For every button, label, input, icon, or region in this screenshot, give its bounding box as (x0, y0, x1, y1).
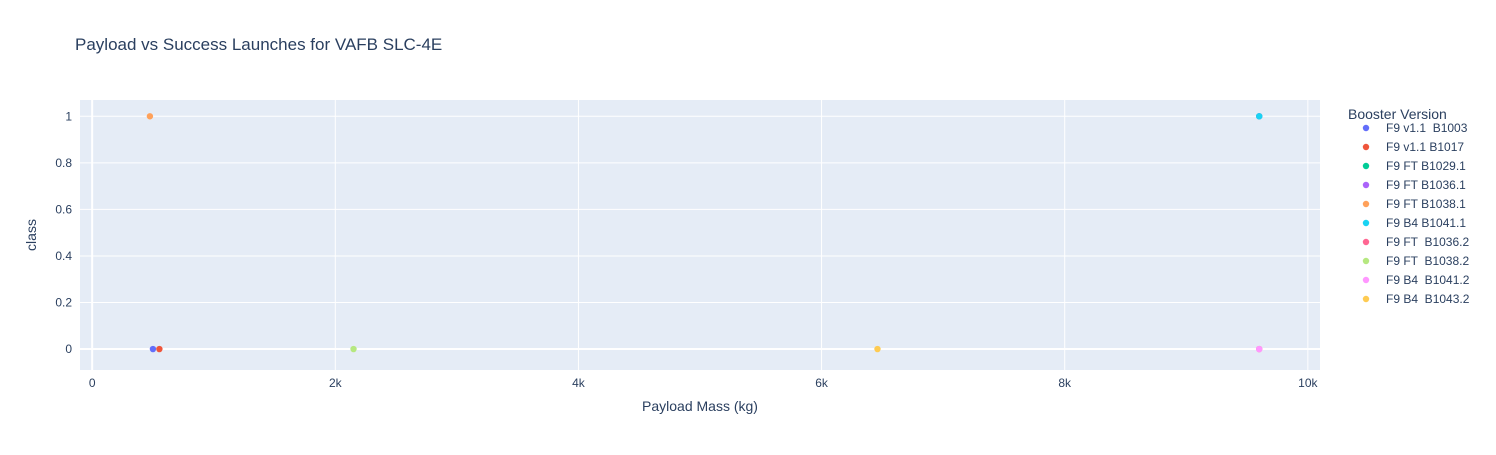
legend-item[interactable]: F9 v1.1 B1003 (1362, 121, 1468, 135)
legend-label: F9 B4 B1041.2 (1386, 273, 1470, 287)
legend-marker (1362, 181, 1370, 189)
data-point[interactable] (1256, 113, 1263, 120)
legend-item[interactable]: F9 B4 B1041.2 (1362, 273, 1470, 287)
y-axis-title: class (23, 219, 39, 251)
data-point[interactable] (149, 345, 157, 353)
y-tick-label: 0.4 (55, 249, 72, 263)
data-point[interactable] (146, 113, 154, 120)
data-point[interactable] (1256, 345, 1263, 353)
y-tick-label: 1 (65, 109, 72, 123)
legend-item[interactable]: F9 FT B1036.2 (1362, 235, 1470, 249)
x-tick-label: 10k (1298, 376, 1318, 390)
data-point[interactable] (350, 345, 357, 353)
legend-item[interactable]: F9 B4 B1041.1 (1362, 216, 1467, 230)
legend-marker (1362, 276, 1370, 284)
legend-label: F9 FT B1038.2 (1386, 254, 1469, 268)
legend-label: F9 FT B1029.1 (1386, 159, 1466, 173)
x-tick-label: 0 (89, 376, 96, 390)
legend-label: F9 v1.1 B1003 (1386, 121, 1468, 135)
legend-item[interactable]: F9 FT B1036.1 (1362, 178, 1466, 192)
legend-item[interactable]: F9 B4 B1043.2 (1362, 292, 1470, 306)
legend-item[interactable]: F9 FT B1038.2 (1362, 254, 1470, 268)
y-tick-label: 0.2 (55, 296, 72, 310)
x-axis-ticks: 0 2k 4k 6k 8k 10k (89, 376, 1319, 390)
y-axis-ticks: 0 0.2 0.4 0.6 0.8 1 (55, 109, 72, 356)
data-point[interactable] (156, 345, 163, 353)
legend-label: F9 FT B1036.2 (1386, 235, 1469, 249)
x-tick-label: 8k (1058, 376, 1072, 390)
legend-item[interactable]: F9 v1.1 B1017 (1362, 140, 1465, 154)
legend-label: F9 v1.1 B1017 (1386, 140, 1464, 154)
legend-marker (1362, 295, 1370, 303)
y-tick-label: 0 (65, 342, 72, 356)
plot-area (80, 100, 1320, 370)
data-points (146, 113, 1263, 353)
legend-marker (1362, 219, 1370, 227)
y-tick-label: 0.8 (55, 156, 72, 170)
x-tick-label: 6k (815, 376, 829, 390)
legend-marker (1362, 143, 1370, 151)
legend-item[interactable]: F9 FT B1029.1 (1362, 159, 1466, 173)
chart-title: Payload vs Success Launches for VAFB SLC… (75, 35, 442, 54)
data-point[interactable] (874, 345, 881, 353)
legend-label: F9 FT B1036.1 (1386, 178, 1466, 192)
legend-label: F9 B4 B1043.2 (1386, 292, 1470, 306)
x-axis-title: Payload Mass (kg) (642, 398, 758, 414)
y-tick-label: 0.6 (55, 202, 72, 216)
legend-marker (1362, 238, 1370, 246)
legend-label: F9 FT B1038.1 (1386, 197, 1466, 211)
legend-item[interactable]: F9 FT B1038.1 (1362, 197, 1466, 211)
x-tick-label: 4k (572, 376, 586, 390)
legend-marker (1362, 200, 1370, 208)
legend-items: F9 v1.1 B1003 F9 v1.1 B1017 F9 FT B1029.1 F… (1362, 121, 1470, 306)
grid-lines (80, 100, 1320, 370)
x-tick-label: 2k (329, 376, 343, 390)
legend-marker (1362, 124, 1370, 132)
legend-marker (1362, 257, 1370, 265)
legend-marker (1362, 162, 1370, 170)
legend-title: Booster Version (1348, 106, 1447, 122)
legend-label: F9 B4 B1041.1 (1386, 216, 1466, 230)
